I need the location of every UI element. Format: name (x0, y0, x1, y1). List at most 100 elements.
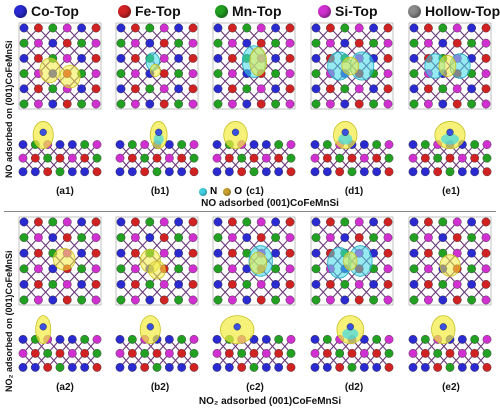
atom (285, 264, 295, 274)
atom (271, 233, 280, 243)
atom (92, 349, 102, 358)
atom (408, 335, 418, 344)
legend-mn-label: Mn-Top (232, 3, 282, 19)
side-view-a2 (18, 315, 102, 372)
atom (457, 349, 467, 358)
atom (271, 23, 280, 33)
atom (224, 167, 234, 177)
atom (359, 153, 369, 163)
atom (445, 349, 455, 358)
atom (43, 153, 53, 163)
atom (159, 54, 169, 63)
atom (116, 23, 126, 33)
atom (424, 217, 433, 227)
atom (140, 349, 150, 358)
charge-depletion-cloud (342, 328, 359, 340)
atom (285, 38, 295, 48)
atom (174, 295, 183, 305)
atom (286, 153, 296, 163)
atom (369, 99, 378, 109)
atom (80, 153, 90, 163)
atom (145, 295, 155, 305)
atom (481, 99, 491, 109)
adsorbate-atom (233, 323, 241, 331)
atom (189, 153, 199, 163)
atom (383, 248, 393, 258)
atom (174, 99, 183, 109)
atom (213, 38, 223, 48)
atom (189, 167, 199, 177)
atom (372, 167, 382, 177)
atom (384, 349, 394, 358)
atom (177, 335, 187, 344)
atom (159, 38, 169, 48)
charge-density-cloud (149, 63, 161, 77)
atom (189, 335, 199, 344)
atom (481, 233, 491, 243)
section-divider (4, 211, 496, 212)
atom (188, 217, 198, 227)
atom (116, 280, 126, 289)
atom (481, 69, 491, 78)
atom (322, 349, 332, 358)
atom (127, 153, 137, 163)
fe-atom-icon (118, 4, 131, 18)
atom (369, 84, 378, 94)
atom (174, 54, 183, 63)
atom (424, 295, 433, 305)
atom (286, 349, 296, 358)
oxygen-label: O (234, 186, 243, 197)
atom (67, 140, 77, 149)
atom (347, 349, 357, 358)
si-atom-icon (318, 4, 331, 18)
atom (452, 280, 462, 289)
atom (228, 23, 237, 33)
atom (438, 84, 448, 94)
atom (77, 99, 86, 109)
atom (369, 217, 378, 227)
atom (424, 280, 433, 289)
atom (274, 153, 284, 163)
legend-fe-label: Fe-Top (135, 3, 181, 19)
atom (249, 167, 259, 177)
atom (213, 23, 223, 33)
atom (467, 295, 476, 305)
atom (188, 280, 198, 289)
atom (326, 280, 335, 289)
atom (140, 140, 150, 149)
atom (424, 23, 433, 33)
atom (285, 233, 295, 243)
atom (261, 363, 271, 372)
atom (285, 280, 295, 289)
atom (409, 295, 419, 305)
atom (228, 264, 237, 274)
atom (347, 167, 357, 177)
atom (433, 363, 443, 372)
atom (92, 140, 102, 149)
atom (174, 38, 183, 48)
atom (311, 38, 321, 48)
atom (467, 248, 476, 258)
atom (372, 363, 382, 372)
charge-density-cloud (59, 64, 81, 89)
atom (310, 167, 320, 177)
atom (19, 69, 29, 78)
atom (116, 264, 126, 274)
atom (67, 335, 77, 344)
atom (481, 280, 491, 289)
side-view-a1 (18, 121, 102, 177)
atom (131, 264, 140, 274)
atom (249, 349, 259, 358)
atom (62, 38, 72, 48)
atom (256, 23, 266, 33)
atom (164, 153, 174, 163)
atom (457, 167, 467, 177)
atom (228, 280, 237, 289)
charge-depletion-cloud (338, 133, 353, 145)
top-view-a1 (18, 22, 102, 110)
atom (174, 69, 183, 78)
mn-atom-icon (215, 4, 228, 18)
atom (433, 167, 443, 177)
atom (256, 38, 266, 48)
atom (212, 167, 222, 177)
